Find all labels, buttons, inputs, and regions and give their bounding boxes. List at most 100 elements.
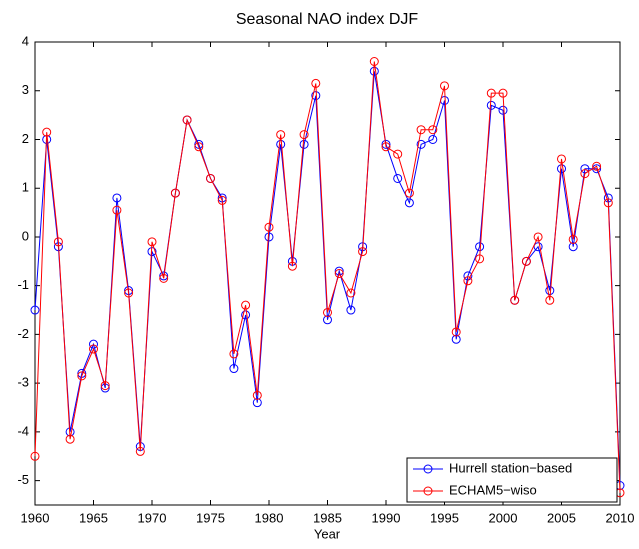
point — [486, 88, 496, 98]
point — [358, 247, 368, 257]
y-tick-label: 4 — [22, 33, 29, 48]
point — [533, 232, 543, 242]
point — [475, 254, 485, 264]
y-tick-label: -5 — [17, 472, 29, 487]
point — [451, 334, 461, 344]
point — [475, 242, 485, 252]
point — [568, 234, 578, 244]
point — [428, 125, 438, 135]
point — [592, 161, 602, 171]
point — [557, 154, 566, 164]
point — [381, 142, 391, 152]
x-tick-label: 1995 — [430, 510, 459, 525]
point — [428, 134, 438, 144]
point — [510, 295, 520, 305]
legend-marker — [423, 486, 433, 496]
point — [486, 100, 496, 110]
point — [346, 288, 356, 298]
x-tick-label: 1990 — [372, 510, 401, 525]
point — [568, 242, 578, 252]
point — [393, 173, 403, 183]
point — [124, 288, 134, 298]
x-tick-label: 1985 — [313, 510, 342, 525]
point — [241, 310, 251, 320]
y-tick-label: -2 — [17, 326, 29, 341]
series-line — [34, 61, 621, 493]
plot-frame — [34, 41, 621, 506]
y-tick-label: -3 — [17, 375, 29, 390]
x-tick-label: 1960 — [21, 510, 50, 525]
point — [404, 198, 414, 208]
point — [65, 434, 75, 444]
x-tick-label: 1965 — [79, 510, 108, 525]
point — [252, 398, 262, 408]
y-tick-label: 3 — [22, 82, 29, 97]
point — [334, 269, 344, 278]
x-axis-label: Year — [314, 526, 341, 541]
point — [252, 390, 262, 400]
y-tick-label: 2 — [22, 131, 29, 146]
point — [580, 164, 590, 174]
point — [416, 139, 426, 149]
point — [112, 205, 122, 215]
point — [346, 305, 356, 315]
x-tick-label: 2010 — [606, 510, 635, 525]
point — [440, 81, 449, 91]
point — [545, 295, 555, 305]
point — [30, 451, 40, 461]
point — [393, 149, 403, 159]
point — [159, 273, 169, 283]
point — [603, 198, 613, 208]
legend-marker — [423, 464, 433, 474]
point — [159, 271, 169, 281]
point — [299, 130, 309, 140]
point — [311, 78, 321, 88]
chart-title: Seasonal NAO index DJF — [236, 11, 419, 28]
point — [463, 276, 473, 286]
y-tick-label: -1 — [17, 277, 29, 292]
point — [100, 381, 110, 391]
point — [182, 115, 192, 125]
x-tick-label: 2000 — [489, 510, 518, 525]
point — [416, 125, 426, 135]
point — [498, 88, 508, 98]
point — [217, 195, 227, 205]
x-tick-label: 1980 — [255, 510, 284, 525]
point — [521, 256, 531, 266]
point — [381, 139, 391, 149]
point — [30, 305, 40, 315]
point — [369, 56, 379, 66]
x-tick-label: 1970 — [138, 510, 167, 525]
y-tick-label: 0 — [22, 228, 29, 243]
point — [135, 446, 145, 456]
point — [170, 188, 180, 198]
point — [147, 237, 157, 247]
legend-label: Hurrell station−based — [449, 460, 572, 475]
point — [287, 261, 297, 271]
point — [264, 222, 274, 232]
point — [53, 237, 63, 247]
y-tick-label: -4 — [17, 423, 29, 438]
y-tick-label: 1 — [22, 180, 29, 195]
point — [229, 364, 239, 374]
point — [451, 327, 461, 337]
x-tick-label: 1975 — [196, 510, 225, 525]
point — [229, 349, 239, 359]
point — [299, 139, 309, 149]
point — [112, 193, 122, 203]
point — [323, 315, 332, 325]
point — [404, 188, 414, 198]
point — [323, 307, 332, 317]
x-tick-label: 2005 — [547, 510, 576, 525]
point — [276, 139, 286, 149]
legend-label: ECHAM5−wiso — [449, 482, 537, 497]
point — [241, 300, 251, 310]
point — [89, 344, 98, 354]
legend-box — [406, 457, 618, 503]
point — [533, 242, 543, 252]
point — [498, 105, 508, 115]
point — [194, 142, 204, 152]
point — [42, 127, 52, 137]
point — [206, 173, 215, 183]
